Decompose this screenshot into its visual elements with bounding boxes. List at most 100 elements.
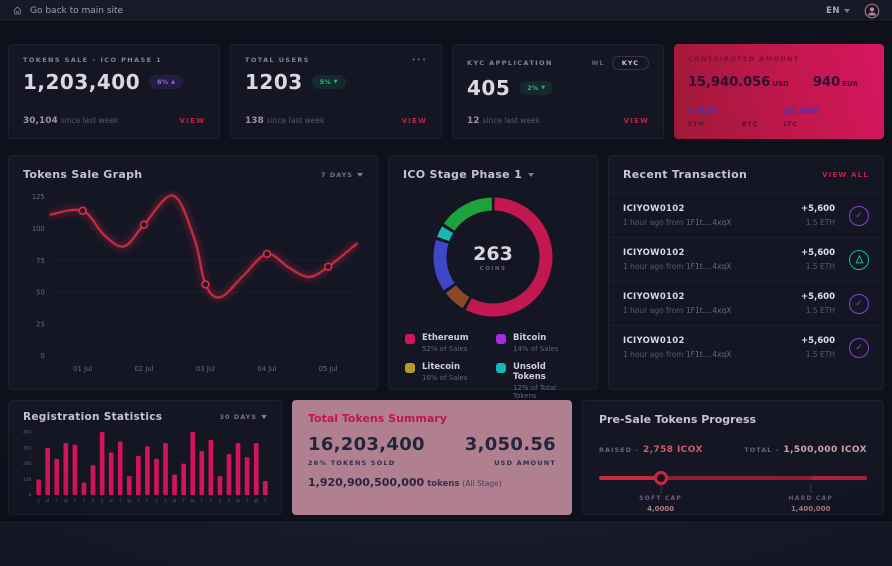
transaction-meta: 1 hour ago from 1F1t....4xqX: [623, 218, 732, 227]
bar[interactable]: [63, 443, 69, 496]
svg-text:F: F: [210, 499, 213, 504]
svg-text:T: T: [263, 499, 267, 504]
transaction-row[interactable]: ICIYOW0102 1 hour ago from 1F1t....4xqX +5…: [609, 281, 883, 325]
transaction-address: 1F1t....4xqX: [685, 306, 732, 315]
ico-stage-panel: ICO Stage Phase 1 263 COINS Ethereum 52% …: [388, 155, 598, 400]
bar[interactable]: [145, 446, 150, 496]
registration-chart: 0 100 200 300 400 S M T W T F S S M T W T F S S M T W T F S S M T W T: [9, 425, 281, 510]
bar[interactable]: [199, 450, 205, 496]
bar[interactable]: [208, 440, 214, 496]
language-selector[interactable]: EN: [826, 6, 850, 16]
svg-text:200: 200: [23, 461, 31, 467]
transaction-row[interactable]: ICIYOW0102 1 hour ago from 1F1t....4xqX +5…: [609, 237, 883, 281]
bar[interactable]: [217, 476, 223, 496]
bar[interactable]: [117, 441, 123, 496]
trend-badge: 2% ▼: [519, 81, 554, 95]
data-point[interactable]: [201, 280, 210, 289]
eth-circle-icon[interactable]: [849, 249, 869, 270]
kyc-application-card: KYC APPLICATION WL KYC 405 2% ▼ 12 since l…: [452, 44, 664, 139]
view-link[interactable]: VIEW: [179, 117, 205, 125]
data-point[interactable]: [139, 220, 149, 230]
more-menu-icon[interactable]: •••: [411, 56, 427, 64]
soft-cap-marker: SOFT CAP 4,0000: [639, 495, 682, 513]
bar[interactable]: [163, 443, 168, 496]
range-dropdown[interactable]: 7 DAYS: [321, 171, 363, 179]
svg-text:50: 50: [36, 289, 45, 297]
svg-text:03 Jul: 03 Jul: [196, 365, 215, 373]
transaction-address: 1F1t....4xqX: [685, 350, 732, 359]
bar[interactable]: [262, 480, 268, 496]
slider-post-hardcap: [812, 476, 867, 480]
transaction-row[interactable]: ICIYOW0102 1 hour ago from 1F1t....4xqX +5…: [609, 193, 883, 237]
user-avatar[interactable]: [864, 3, 880, 19]
usd-unit: USD: [772, 80, 789, 88]
ethereum-icon: [854, 255, 864, 264]
presale-slider: SOFT CAP 4,0000 HARD CAP 1,400,000: [599, 468, 867, 520]
bar[interactable]: [172, 474, 177, 496]
kyc-toggle[interactable]: KYC: [611, 56, 649, 70]
bar[interactable]: [154, 458, 159, 496]
check-circle-icon[interactable]: ✓: [849, 337, 869, 358]
back-to-main-site-link[interactable]: Go back to main site: [12, 5, 123, 16]
donut-legend: Ethereum 52% of Sales Bitcoin 14% of Sales…: [389, 323, 597, 400]
softcap-connector: [660, 484, 662, 493]
bar[interactable]: [36, 479, 41, 496]
bar[interactable]: [235, 443, 241, 496]
bar[interactable]: [181, 463, 187, 496]
svg-text:75: 75: [36, 257, 45, 265]
tokens-sale-graph-panel: Tokens Sale Graph 7 DAYS 0 25 50 75 100 125 01…: [8, 155, 378, 390]
data-point[interactable]: [262, 249, 272, 259]
svg-text:W: W: [191, 499, 195, 504]
donut-center-label: COINS: [479, 265, 507, 272]
bar[interactable]: [190, 432, 196, 496]
total-tokens-summary-card: Total Tokens Summary 16,203,400 26% TOKE…: [292, 400, 572, 515]
transaction-row[interactable]: ICIYOW0102 1 hour ago from 1F1t....4xqX +5…: [609, 325, 883, 369]
transaction-eth-amount: 1.5 ETH: [805, 262, 835, 271]
legend-item-ethereum: Ethereum 52% of Sales: [405, 333, 490, 353]
ico-stage-dropdown[interactable]: ICO Stage Phase 1: [403, 168, 535, 181]
bar[interactable]: [45, 447, 51, 496]
stat-cards-row: TOKENS SALE – ICO PHASE 1 1,203,400 6% ▲ …: [8, 44, 884, 139]
svg-text:T: T: [73, 499, 77, 504]
svg-text:M: M: [236, 499, 240, 504]
user-icon: [864, 3, 880, 18]
data-point[interactable]: [323, 262, 333, 271]
bar[interactable]: [108, 452, 114, 496]
legend-item-bitcoin: Bitcoin 14% of Sales: [496, 333, 581, 353]
view-link[interactable]: VIEW: [623, 117, 649, 125]
legend-swatch: [405, 363, 415, 373]
check-circle-icon[interactable]: ✓: [849, 293, 869, 314]
svg-text:100: 100: [23, 477, 31, 483]
chevron-down-icon: [528, 172, 535, 177]
tokens-sale-chart: 0 25 50 75 100 125 01 Jul 02 Jul 03 Jul 04 Jul 05 …: [9, 187, 377, 377]
eur-amount: 940: [813, 75, 841, 90]
bar[interactable]: [136, 455, 141, 496]
bar[interactable]: [90, 465, 96, 496]
transaction-id: ICIYOW0102: [623, 204, 685, 214]
bar[interactable]: [72, 444, 78, 496]
data-point[interactable]: [78, 206, 87, 216]
arrow-up-icon: ▲: [171, 78, 176, 85]
hard-cap-marker: HARD CAP 1,400,000: [788, 495, 833, 513]
card-value: 405: [467, 76, 511, 100]
raised-amount: RAISED -2,758 ICOX: [599, 445, 703, 455]
tokens-sale-chart-svg: 0 25 50 75 100 125 01 Jul 02 Jul 03 Jul 04 Jul 05 …: [32, 193, 358, 373]
arrow-down-icon: ▼: [333, 78, 338, 85]
check-circle-icon[interactable]: ✓: [849, 205, 869, 226]
bar[interactable]: [99, 432, 105, 496]
bar[interactable]: [126, 476, 132, 496]
bar[interactable]: [54, 458, 60, 496]
view-link[interactable]: VIEW: [401, 117, 427, 125]
bar[interactable]: [81, 482, 87, 496]
bar[interactable]: [244, 457, 250, 496]
bar[interactable]: [253, 443, 259, 496]
chevron-down-icon: [261, 415, 267, 419]
slider-handle[interactable]: [653, 471, 668, 485]
view-all-link[interactable]: VIEW ALL: [822, 170, 869, 179]
svg-text:T: T: [136, 499, 140, 504]
bar[interactable]: [226, 454, 232, 496]
range-dropdown[interactable]: 30 DAYS: [219, 413, 267, 421]
svg-text:T: T: [118, 499, 122, 504]
wl-toggle[interactable]: WL: [591, 59, 605, 67]
